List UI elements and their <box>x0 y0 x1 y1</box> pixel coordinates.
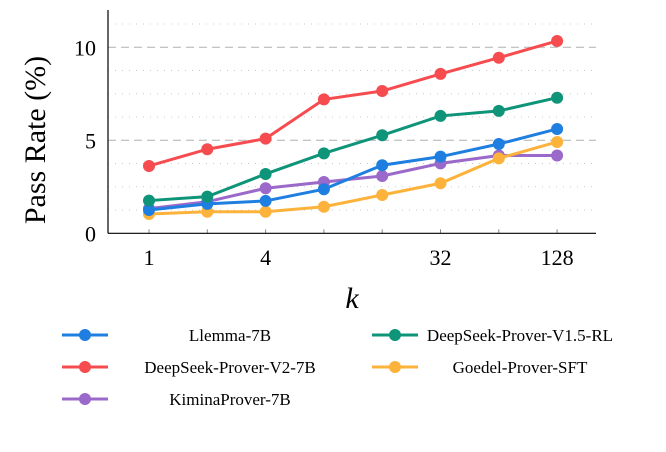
data-point <box>434 67 447 80</box>
data-point <box>201 143 214 156</box>
legend-entry: Goedel-Prover-SFT <box>372 358 588 377</box>
data-point <box>143 194 155 207</box>
data-point <box>551 135 564 148</box>
y-tick-label: 0 <box>85 221 96 246</box>
series-deepseek-prover-v2-7b <box>143 34 564 172</box>
legend-label: DeepSeek-Prover-V1.5-RL <box>427 326 613 345</box>
data-point <box>551 34 564 47</box>
data-point <box>259 167 272 180</box>
data-point <box>551 122 564 135</box>
x-tick-label: 1 <box>144 245 155 270</box>
data-point <box>492 152 505 165</box>
data-point <box>317 183 330 196</box>
data-point <box>434 109 447 122</box>
legend-entry: Llemma-7B <box>62 326 271 345</box>
data-point <box>376 159 389 172</box>
legend-swatch-marker <box>389 361 401 373</box>
series-line <box>148 39 558 168</box>
data-point <box>492 51 505 64</box>
y-axis-label: Pass Rate (%) <box>19 56 52 224</box>
y-tick-label: 10 <box>74 35 96 60</box>
data-point <box>492 138 505 151</box>
data-point <box>551 149 564 162</box>
x-tick-label: 128 <box>541 245 574 270</box>
data-point <box>434 150 447 163</box>
data-point <box>492 104 505 117</box>
data-point <box>201 190 214 203</box>
data-point <box>376 170 389 183</box>
data-point <box>317 200 330 213</box>
series-llemma-7b <box>143 122 564 217</box>
legend-swatch-marker <box>79 329 91 341</box>
x-tick-label: 4 <box>260 245 271 270</box>
data-point <box>259 182 272 195</box>
data-point <box>434 177 447 190</box>
legend-entry: DeepSeek-Prover-V2-7B <box>62 358 316 377</box>
series-group <box>143 34 564 220</box>
data-point <box>143 204 155 217</box>
data-point <box>376 85 389 98</box>
data-point <box>317 147 330 160</box>
legend-label: Goedel-Prover-SFT <box>453 358 588 377</box>
legend-label: KiminaProver-7B <box>169 390 290 409</box>
legend-swatch-marker <box>79 393 91 405</box>
data-point <box>143 159 155 172</box>
legend-swatch-marker <box>389 329 401 341</box>
grid <box>108 23 596 211</box>
series-line <box>148 140 558 216</box>
x-tick-label: 32 <box>430 245 452 270</box>
legend: Llemma-7B DeepSeek-Prover-V1.5-RL DeepSeek… <box>62 326 613 409</box>
series-deepseek-prover-v1-5-rl <box>143 91 564 207</box>
y-tick-label: 5 <box>85 128 96 153</box>
series-line <box>148 96 558 203</box>
legend-swatch-marker <box>79 361 91 373</box>
data-point <box>259 205 272 218</box>
data-point <box>551 91 564 104</box>
data-point <box>259 194 272 207</box>
series-line <box>148 154 558 211</box>
legend-label: Llemma-7B <box>189 326 271 345</box>
data-point <box>376 129 389 142</box>
data-point <box>317 93 330 106</box>
legend-entry: DeepSeek-Prover-V1.5-RL <box>372 326 613 345</box>
data-point <box>259 132 272 145</box>
legend-entry: KiminaProver-7B <box>62 390 291 409</box>
x-axis-label: k <box>345 282 359 315</box>
data-point <box>376 188 389 201</box>
axes: 1 4 32 128 0 5 10 <box>74 10 596 270</box>
series-line <box>148 127 558 212</box>
legend-label: DeepSeek-Prover-V2-7B <box>144 358 316 377</box>
